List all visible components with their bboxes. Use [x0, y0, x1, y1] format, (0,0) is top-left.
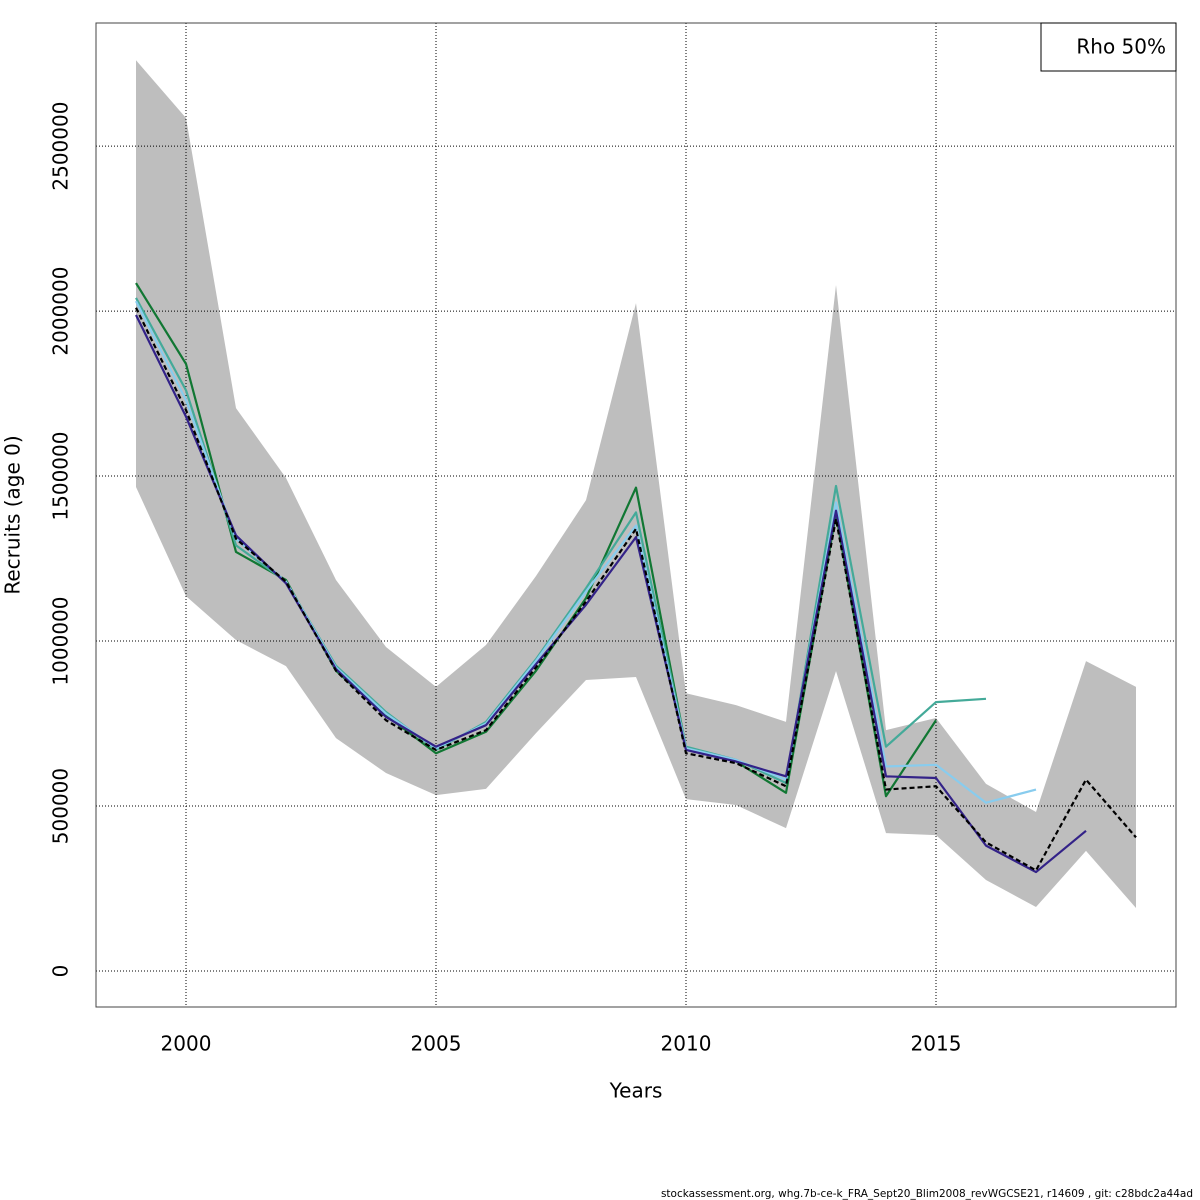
y-tick-label: 2000000 [49, 267, 73, 356]
footer: stockassessment.org, whg.7b-ce-k_FRA_Sep… [661, 1188, 1193, 1200]
x-tick-label: 2005 [411, 1032, 462, 1056]
x-tick-label: 2015 [911, 1032, 962, 1056]
x-axis-label: Years [609, 1079, 663, 1103]
y-tick-label: 1500000 [49, 432, 73, 521]
confidence-band [136, 60, 1136, 909]
series-line [135, 300, 1037, 804]
plot-frame [95, 22, 1177, 1008]
x-tick-label: 2000 [161, 1032, 212, 1056]
series-line [135, 307, 1137, 872]
x-tick-label: 2010 [661, 1032, 712, 1056]
y-tick-label: 500000 [49, 768, 73, 844]
y-axis-label: Recruits (age 0) [1, 435, 25, 594]
legend-box [1040, 22, 1177, 72]
legend-text: Rho 50% [1076, 35, 1166, 59]
y-tick-label: 2500000 [49, 102, 73, 191]
series-line [135, 314, 1087, 874]
y-tick-label: 1000000 [49, 597, 73, 686]
y-tick-label: 0 [49, 965, 73, 978]
